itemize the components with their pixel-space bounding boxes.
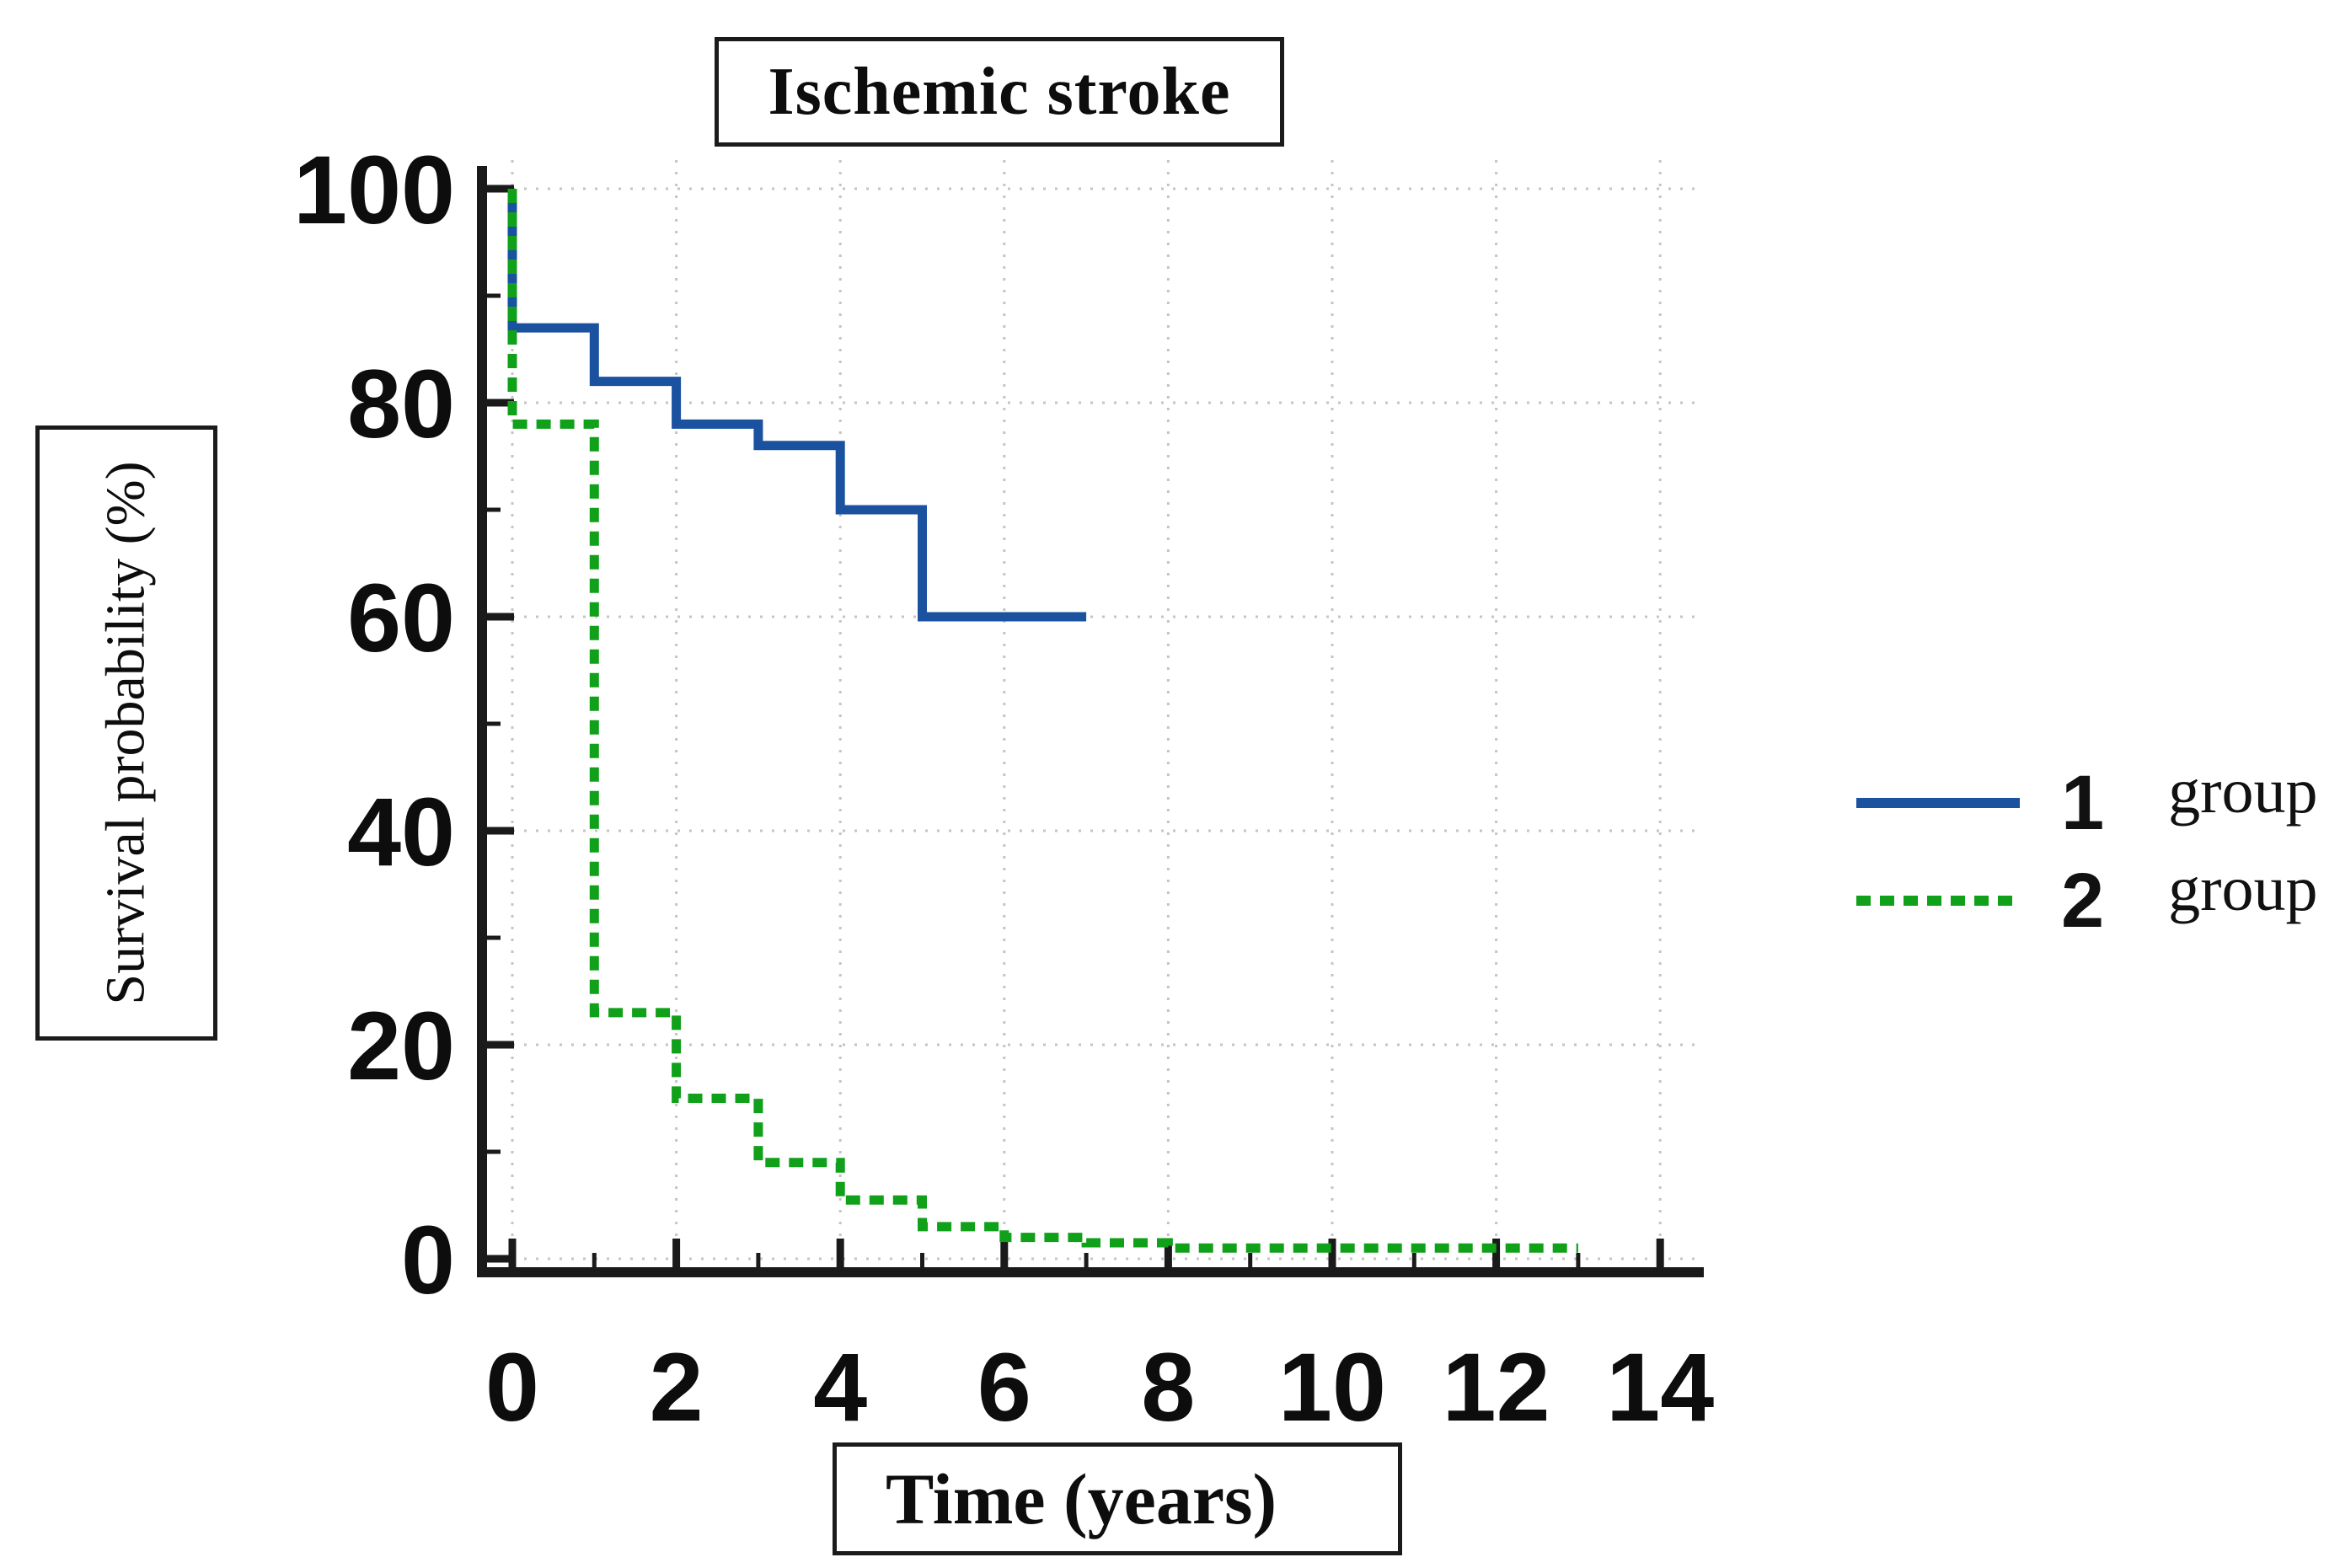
y-tick-label-40: 40 bbox=[347, 779, 455, 886]
y-tick-label-60: 60 bbox=[347, 565, 455, 672]
x-tick-label-4: 4 bbox=[813, 1334, 867, 1442]
y-tick-label-20: 20 bbox=[347, 993, 455, 1100]
y-tick-label-0: 0 bbox=[401, 1207, 455, 1314]
legend-line-dashed-icon bbox=[1856, 896, 2020, 906]
x-tick-label-2: 2 bbox=[650, 1334, 704, 1442]
x-tick-label-10: 10 bbox=[1278, 1334, 1386, 1442]
x-axis-title: Time (years) bbox=[886, 1458, 1277, 1539]
x-tick-label-0: 0 bbox=[485, 1334, 539, 1442]
x-tick-label-12: 12 bbox=[1443, 1334, 1550, 1442]
legend-series-1-label: group bbox=[2168, 756, 2318, 827]
x-tick-label-6: 6 bbox=[977, 1334, 1031, 1442]
legend-series-2-number: 2 bbox=[2061, 858, 2105, 944]
legend-item-group-2: 2 group bbox=[1854, 854, 2318, 944]
legend-series-2-label: group bbox=[2168, 854, 2318, 924]
y-tick-label-100: 100 bbox=[293, 136, 455, 244]
chart-title: Ischemic stroke bbox=[768, 54, 1231, 129]
x-tick-label-8: 8 bbox=[1141, 1334, 1195, 1442]
legend-series-1-number: 1 bbox=[2061, 760, 2105, 846]
legend-item-group-1: 1 group bbox=[1854, 759, 2317, 846]
series-line-2-group bbox=[507, 189, 1578, 1253]
series-line-1-group bbox=[507, 189, 1087, 622]
legend: 1 group 2 group bbox=[1854, 759, 2318, 944]
legend-line-solid-icon bbox=[1856, 798, 2020, 808]
y-tick-label-80: 80 bbox=[347, 351, 455, 458]
chart-title-box: Ischemic stroke bbox=[715, 37, 1284, 147]
y-axis-label-box: Survival probability (%) bbox=[35, 425, 217, 1041]
x-tick-label-14: 14 bbox=[1606, 1334, 1714, 1442]
x-axis-label-box: Time (years) bbox=[833, 1442, 1402, 1555]
